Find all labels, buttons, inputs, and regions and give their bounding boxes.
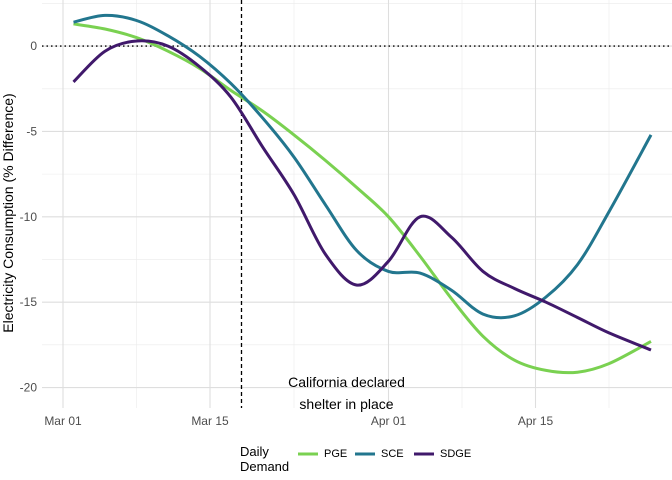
x-axis-tick-labels: Mar 01 Mar 15 Apr 01 Apr 15 bbox=[44, 414, 553, 428]
y-axis-title: Electricity Consumption (% Difference) bbox=[0, 93, 16, 332]
y-axis-tick-labels: 0 -5 -10 -15 -20 bbox=[20, 39, 38, 394]
legend-label-sdge: SDGE bbox=[440, 448, 471, 460]
x-tick-label: Mar 15 bbox=[191, 414, 229, 428]
annotation: California declared shelter in place bbox=[288, 374, 405, 412]
series-line-sce bbox=[73, 13, 653, 320]
legend: Daily Demand PGE SCE SDGE bbox=[240, 444, 471, 474]
y-tick-label: -15 bbox=[20, 295, 38, 309]
legend-keys: PGE SCE SDGE bbox=[298, 448, 471, 460]
series-lines bbox=[72, 13, 653, 375]
x-tick-label: Apr 01 bbox=[371, 414, 407, 428]
minor-gridlines bbox=[42, 0, 672, 408]
y-tick-label: -20 bbox=[20, 381, 38, 395]
y-tick-label: -10 bbox=[20, 210, 38, 224]
reference-lines bbox=[42, 0, 672, 408]
legend-title-line-2: Demand bbox=[240, 459, 289, 474]
legend-label-pge: PGE bbox=[324, 448, 347, 460]
series-line-pge bbox=[73, 22, 652, 375]
series-line-sdge bbox=[72, 39, 652, 352]
y-tick-label: 0 bbox=[30, 39, 37, 53]
legend-label-sce: SCE bbox=[381, 448, 404, 460]
legend-title-line-1: Daily bbox=[240, 444, 269, 459]
annotation-line-1: California declared bbox=[288, 374, 405, 390]
y-tick-label: -5 bbox=[26, 124, 37, 138]
annotation-line-2: shelter in place bbox=[299, 396, 393, 412]
x-tick-label: Mar 01 bbox=[44, 414, 82, 428]
x-tick-label: Apr 15 bbox=[518, 414, 554, 428]
